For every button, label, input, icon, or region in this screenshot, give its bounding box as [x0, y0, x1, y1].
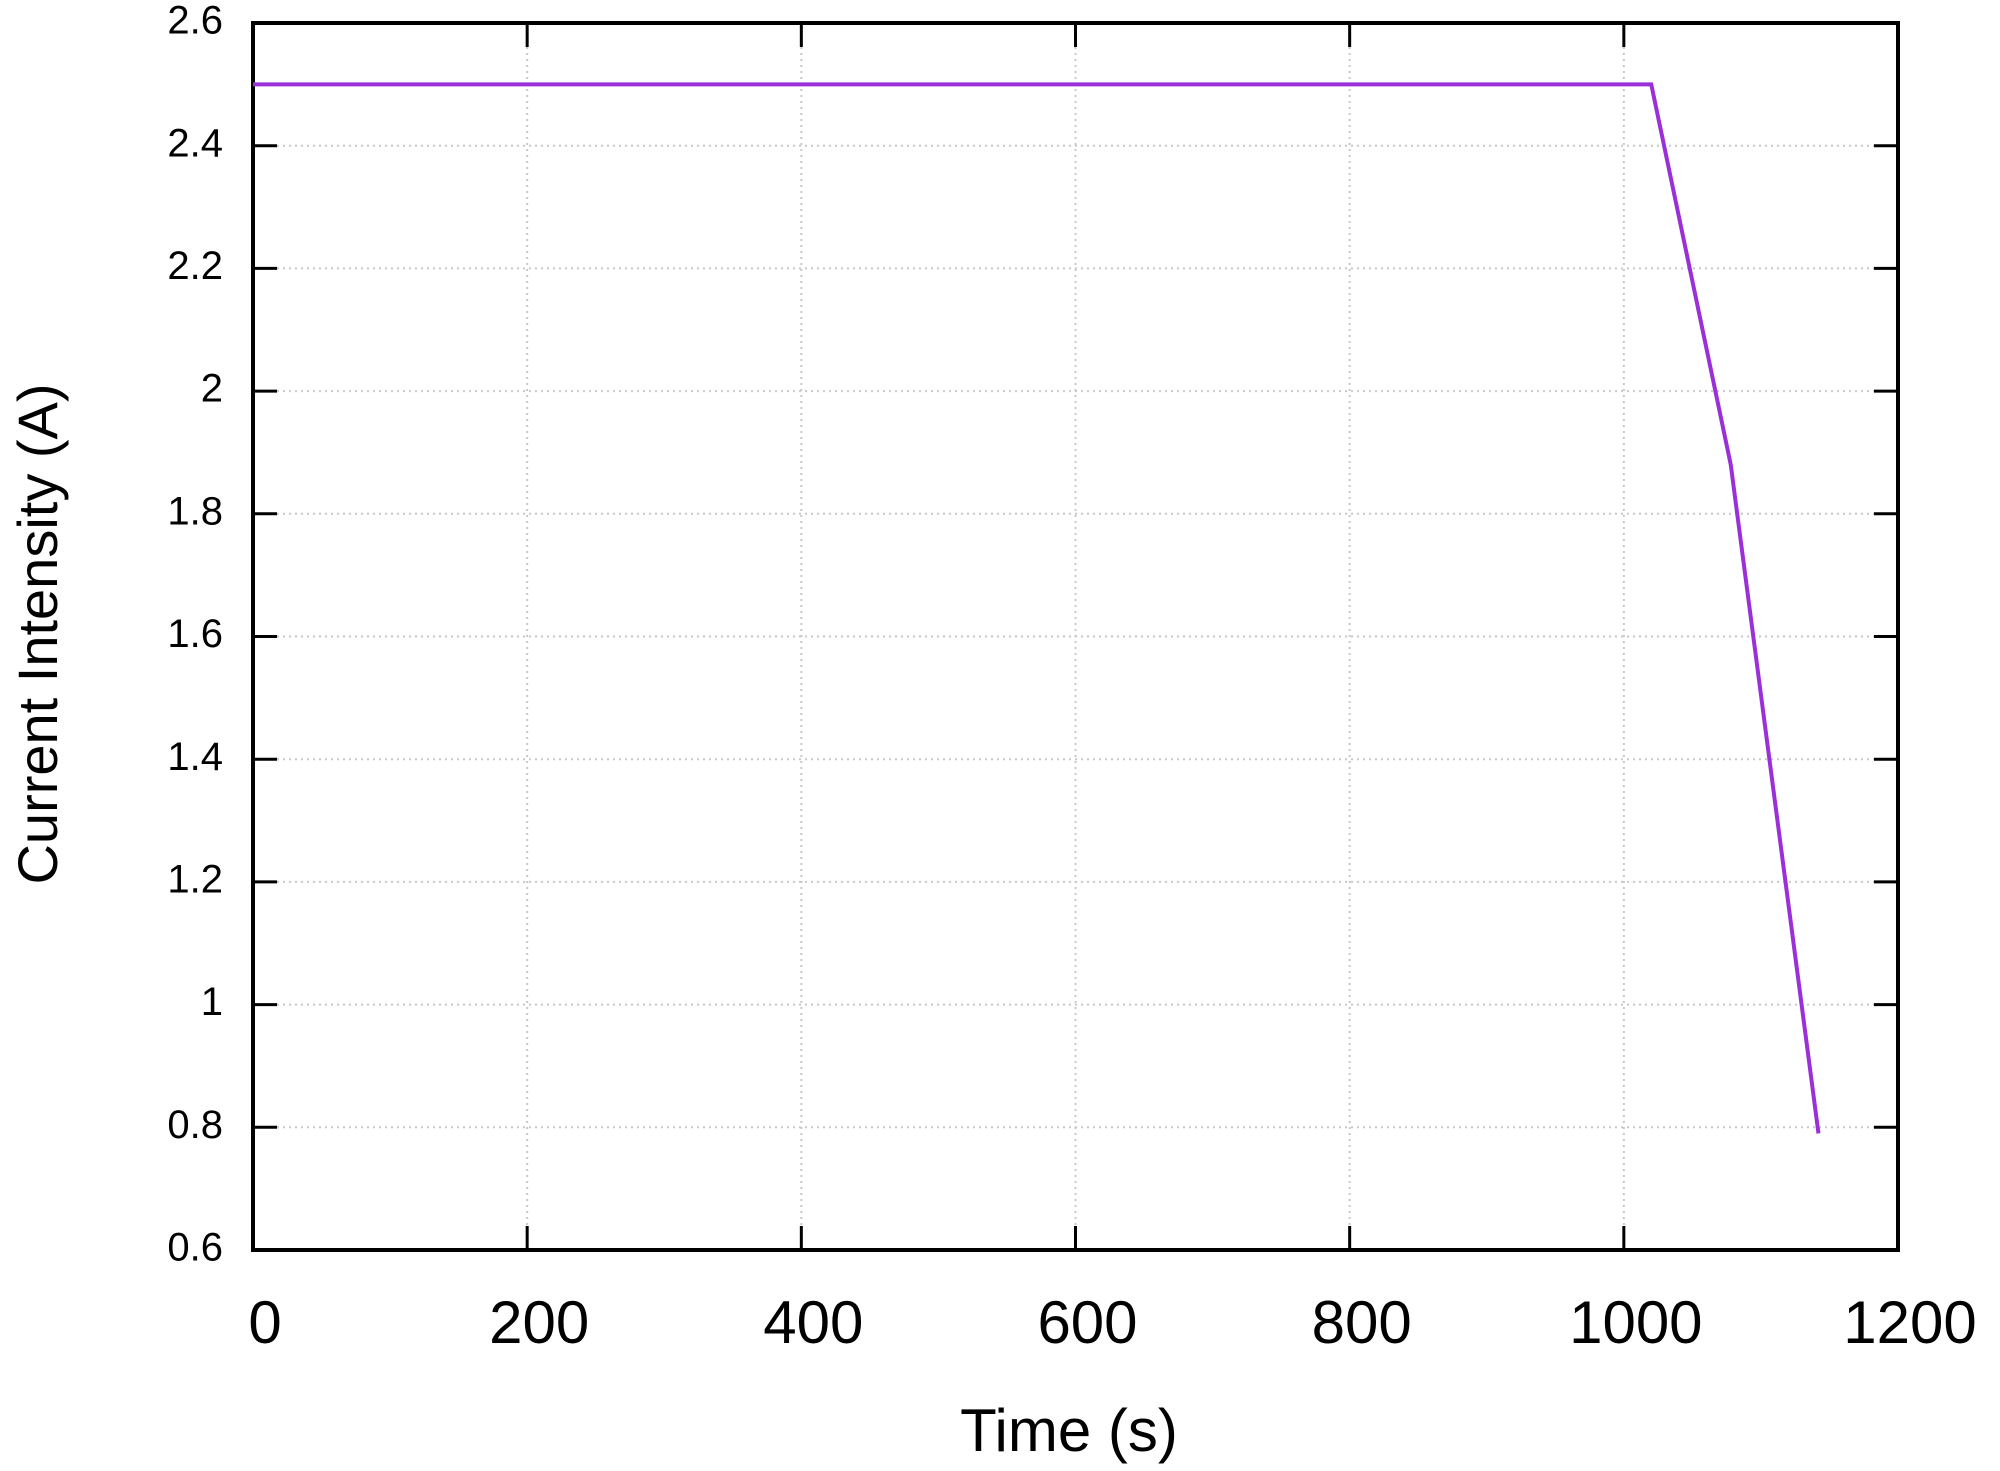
y-tick-label: 0.8 [167, 1103, 223, 1147]
plot-frame [251, 21, 1900, 1252]
x-tick-label: 200 [489, 1289, 589, 1356]
x-tick-label: 0 [248, 1289, 281, 1356]
y-tick-label: 2.4 [167, 121, 223, 165]
x-axis-title: Time (s) [960, 1397, 1178, 1464]
y-axis-title: Current Intensity (A) [6, 383, 69, 884]
y-tick-label: 1.4 [167, 735, 223, 779]
y-tick-label: 2.6 [167, 0, 223, 43]
y-tick-label: 1 [201, 980, 223, 1024]
x-tick-label: 800 [1312, 1289, 1412, 1356]
y-tick-label: 1.8 [167, 489, 223, 533]
y-tick-label: 1.2 [167, 857, 223, 901]
y-tick-label: 1.6 [167, 612, 223, 656]
x-tick-label: 1000 [1569, 1289, 1702, 1356]
y-tick-label: 2.2 [167, 244, 223, 288]
data-line [253, 82, 1821, 1134]
x-tick-label: 1200 [1843, 1289, 1976, 1356]
y-tick-label: 2 [201, 367, 223, 411]
y-tick-label: 0.6 [167, 1226, 223, 1270]
x-tick-label: 600 [1037, 1289, 1137, 1356]
x-tick-label: 400 [763, 1289, 863, 1356]
